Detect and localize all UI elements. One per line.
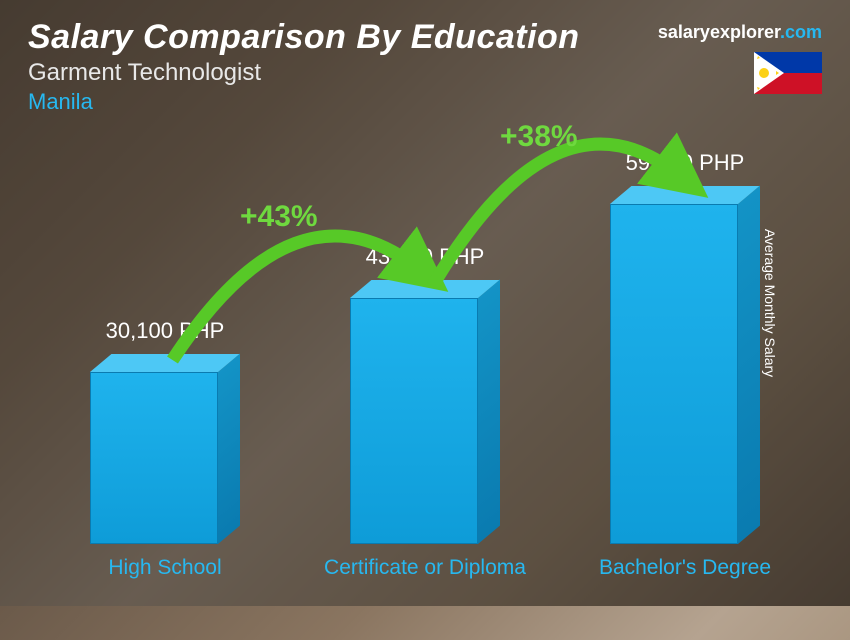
bar-top	[350, 280, 499, 298]
bar-value: 30,100 PHP	[65, 318, 265, 344]
bar-front	[610, 204, 738, 544]
bar-front	[350, 298, 478, 544]
flag-icon	[754, 52, 822, 94]
pct-label-1: +38%	[500, 120, 578, 154]
bar-label: High School	[55, 556, 275, 580]
bar-0: 30,100 PHPHigh School	[90, 372, 240, 544]
chart-subtitle: Garment Technologist	[28, 59, 822, 87]
bar-side	[218, 354, 240, 544]
brand-prefix: salaryexplorer	[658, 22, 780, 42]
bar-2: 59,600 PHPBachelor's Degree	[610, 204, 760, 544]
bar-chart: 30,100 PHPHigh School 43,200 PHPCertifica…	[40, 140, 790, 544]
bar-value: 59,600 PHP	[585, 150, 785, 176]
bar-label: Certificate or Diploma	[315, 556, 535, 580]
bar-top	[610, 186, 759, 204]
bar-top	[90, 354, 239, 372]
bar-side	[478, 280, 500, 544]
bar-value: 43,200 PHP	[325, 244, 525, 270]
brand-suffix: .com	[780, 22, 822, 42]
chart-location: Manila	[28, 89, 822, 115]
bar-1: 43,200 PHPCertificate or Diploma	[350, 298, 500, 544]
brand-link[interactable]: salaryexplorer.com	[658, 22, 822, 43]
bar-side	[738, 186, 760, 544]
bar-front	[90, 372, 218, 544]
pct-label-0: +43%	[240, 200, 318, 234]
bar-label: Bachelor's Degree	[575, 556, 795, 580]
